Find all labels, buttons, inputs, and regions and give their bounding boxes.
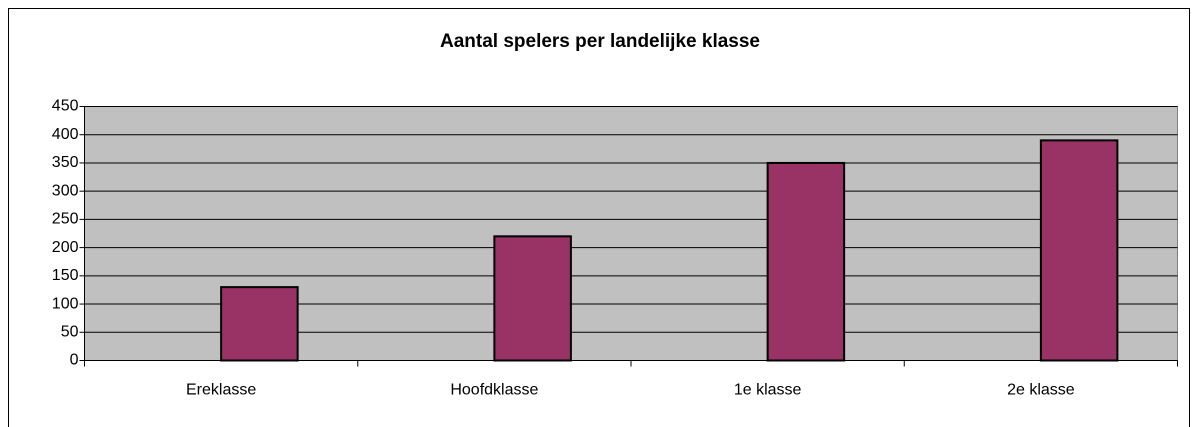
bar (220, 286, 299, 362)
y-tick-label: 450 (52, 98, 79, 115)
bar (1039, 139, 1119, 362)
y-tick-label: 50 (61, 323, 79, 340)
chart-title: Aantal spelers per landelijke klasse (440, 31, 760, 52)
y-tick-label: 0 (70, 352, 79, 369)
y-tick-label: 250 (52, 211, 79, 228)
y-tick-label: 100 (52, 295, 79, 312)
y-tick-label: 350 (52, 154, 79, 171)
x-tick-label: Hoofdklasse (450, 382, 538, 399)
x-tick-label: 2e klasse (1007, 382, 1075, 399)
chart-frame (8, 8, 1190, 427)
x-tick-label: Ereklasse (186, 382, 256, 399)
y-tick-label: 200 (52, 239, 79, 256)
y-tick-label: 300 (52, 182, 79, 199)
bar (766, 161, 846, 362)
y-tick-label: 400 (52, 126, 79, 143)
y-tick-label: 150 (52, 267, 79, 284)
x-tick-label: 1e klasse (734, 382, 802, 399)
bar (493, 235, 572, 362)
